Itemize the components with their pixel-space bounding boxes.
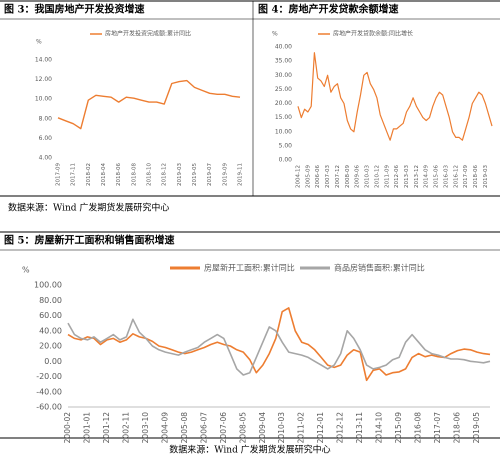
- x-tick-label: 2016-12: [453, 165, 459, 188]
- x-tick-label: 2017-09: [56, 163, 62, 186]
- y-tick-label: 100.00: [34, 281, 62, 290]
- x-tick-label: 2007-03: [325, 165, 331, 188]
- chart-title: 图 3：我国房地产开发投资增速: [4, 3, 144, 16]
- y-tick-label: -40.00: [36, 387, 62, 396]
- y-tick-label: 60.00: [39, 311, 62, 320]
- x-tick-label: 2018-06: [473, 165, 479, 188]
- x-tick-label: 2019-03: [177, 163, 183, 186]
- x-tick-label: 2001-01: [82, 412, 91, 444]
- x-tick-label: 2015-06: [434, 165, 440, 188]
- chart-title: 图 5：房屋新开工面积和销售面积增速: [4, 234, 174, 247]
- x-tick-label: 2008-09: [345, 165, 351, 188]
- x-tick-label: 2014-09: [424, 165, 430, 188]
- x-tick-label: 2016-08: [414, 412, 423, 444]
- x-tick-label: 2019-03: [483, 165, 489, 188]
- series-line: [67, 318, 491, 376]
- x-tick-label: 2019-11: [238, 163, 244, 186]
- x-tick-label: 2018-06: [453, 412, 462, 444]
- y-tick-label: 20.00: [275, 100, 292, 107]
- x-tick-label: 2005-09: [305, 165, 311, 188]
- x-tick-label: 2015-09: [394, 412, 403, 444]
- y-tick-label: 14.00: [35, 57, 52, 64]
- y-tick-label: 10.00: [275, 128, 292, 135]
- x-tick-label: 2011-02: [297, 412, 306, 444]
- x-tick-label: 2017-07: [433, 412, 442, 444]
- x-tick-label: 2004-12: [296, 165, 302, 188]
- y-tick-label: 0.00: [279, 157, 293, 164]
- y-axis-unit: %: [272, 31, 278, 38]
- y-tick-label: -20.00: [36, 372, 62, 381]
- x-tick-label: 2012-06: [394, 165, 400, 188]
- y-tick-label: 4.00: [39, 155, 53, 162]
- x-tick-label: 2016-03: [443, 165, 449, 188]
- x-tick-label: 2019-05: [472, 412, 481, 444]
- x-tick-label: 2018-10: [147, 163, 153, 186]
- x-tick-label: 2002-11: [121, 412, 130, 444]
- legend-label: 房屋新开工面积:累计同比: [204, 263, 295, 273]
- y-tick-label: 8.00: [39, 115, 53, 122]
- x-tick-label: 2018-04: [101, 163, 107, 186]
- legend-label: 房地产开发贷款余额:同比增长: [333, 30, 413, 38]
- x-tick-label: 2018-02: [86, 163, 92, 186]
- x-tick-label: 2019-07: [207, 163, 213, 186]
- series-line: [67, 307, 491, 382]
- y-tick-label: 35.00: [275, 58, 292, 65]
- y-tick-label: 40.00: [39, 326, 62, 335]
- x-tick-label: 2008-05: [238, 412, 247, 444]
- x-tick-label: 2010-03: [277, 412, 286, 444]
- y-tick-label: 12.00: [35, 76, 52, 83]
- series-line: [57, 79, 241, 130]
- x-tick-label: 2001-12: [102, 412, 111, 444]
- series-line: [297, 52, 493, 141]
- x-tick-label: 2010-12: [374, 165, 380, 188]
- y-tick-label: 25.00: [275, 86, 292, 93]
- x-tick-label: 2018-12: [162, 163, 168, 186]
- y-tick-label: 5.00: [279, 142, 293, 149]
- x-tick-label: 2010-03: [365, 165, 371, 188]
- x-tick-label: 2018-06: [116, 163, 122, 186]
- y-tick-label: -60.00: [36, 403, 62, 412]
- y-tick-label: 20.00: [39, 342, 62, 351]
- x-tick-label: 2005-08: [180, 412, 189, 444]
- y-tick-label: 6.00: [39, 135, 53, 142]
- x-tick-label: 2013-03: [404, 165, 410, 188]
- x-tick-label: 2003-10: [141, 412, 150, 444]
- x-tick-label: 2012-01: [316, 412, 325, 444]
- y-axis-unit: %: [36, 39, 42, 46]
- x-tick-label: 2007-06: [219, 412, 228, 444]
- x-tick-label: 2004-09: [160, 412, 169, 444]
- x-tick-label: 2011-09: [384, 165, 390, 188]
- x-tick-label: 2017-09: [463, 165, 469, 188]
- x-tick-label: 2013-11: [355, 412, 364, 444]
- x-tick-label: 2006-07: [199, 412, 208, 444]
- x-tick-label: 2006-06: [315, 165, 321, 188]
- source-note: 数据来源：Wind 广发期货发展研究中心: [8, 202, 169, 214]
- y-axis-unit: %: [22, 266, 30, 275]
- source-note: 数据来源：Wind 广发期货发展研究中心: [169, 444, 330, 456]
- y-tick-label: 80.00: [39, 296, 62, 305]
- x-tick-label: 2019-09: [222, 163, 228, 186]
- x-tick-label: 2009-06: [355, 165, 361, 188]
- x-tick-label: 2014-10: [375, 412, 384, 444]
- x-tick-label: 2017-11: [71, 163, 77, 186]
- y-tick-label: 0.00: [44, 357, 62, 366]
- x-tick-label: 2009-04: [258, 412, 267, 444]
- legend-label: 商品房销售面积:累计同比: [334, 263, 425, 273]
- y-tick-label: 40.00: [275, 44, 292, 51]
- y-tick-label: 10.00: [35, 96, 52, 103]
- y-tick-label: 15.00: [275, 114, 292, 121]
- x-tick-label: 2018-08: [131, 163, 137, 186]
- legend-label: 房地产开发投资完成额:累计同比: [105, 30, 191, 38]
- x-tick-label: 2012-12: [336, 412, 345, 444]
- chart-title: 图 4：房地产开发贷款余额增速: [258, 3, 398, 16]
- x-tick-label: 2007-12: [335, 165, 341, 188]
- y-tick-label: 30.00: [275, 72, 292, 79]
- x-tick-label: 2019-05: [192, 163, 198, 186]
- x-tick-label: 2000-02: [63, 412, 72, 444]
- x-tick-label: 2013-12: [414, 165, 420, 188]
